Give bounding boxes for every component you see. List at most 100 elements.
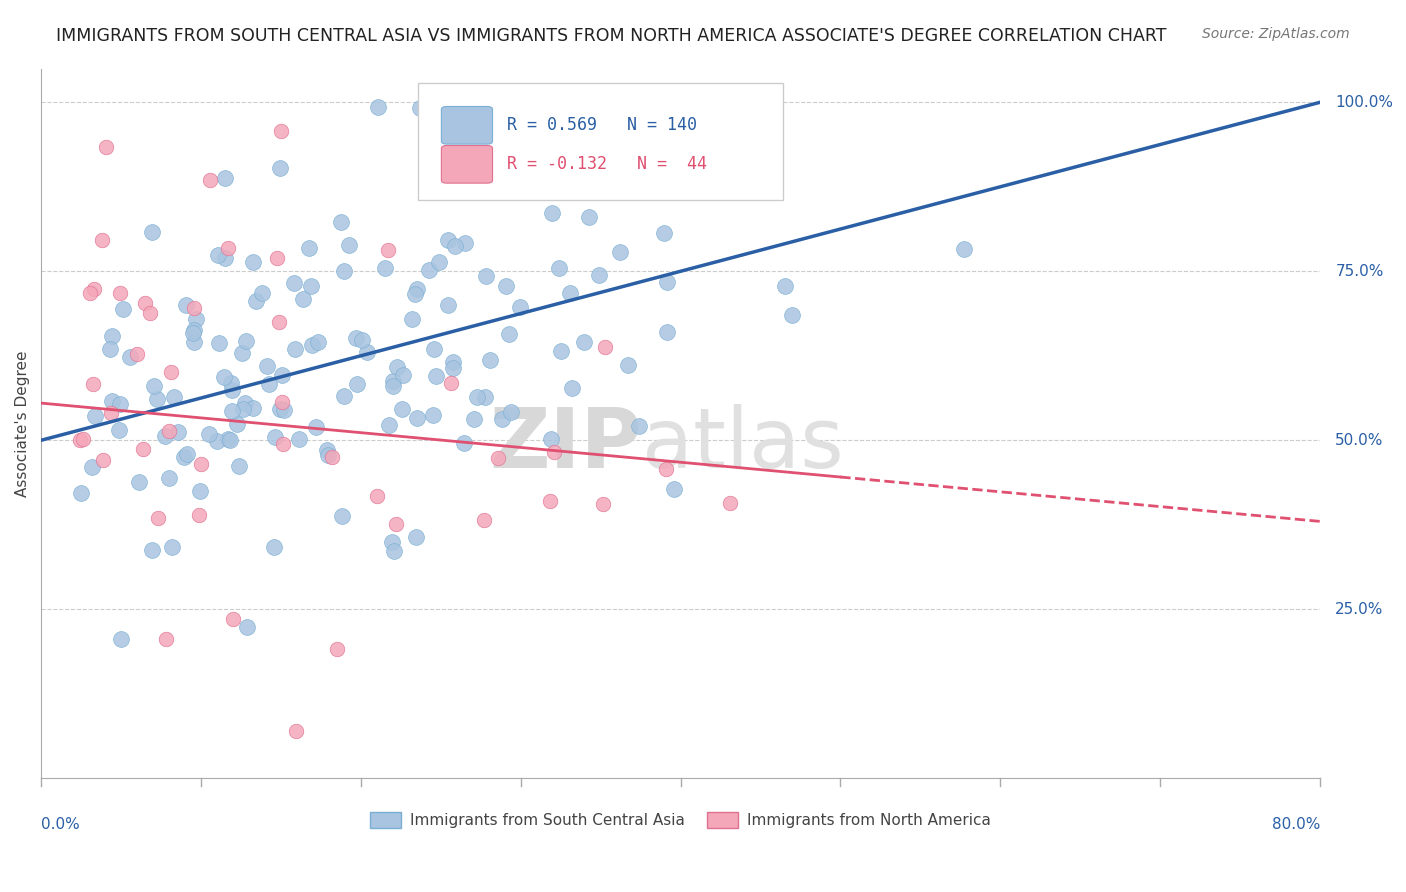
Point	[436, 233, 458, 247]
Point	[441, 355, 464, 369]
Point	[270, 368, 292, 383]
Point	[405, 530, 427, 544]
Point	[205, 434, 228, 448]
Point	[453, 436, 475, 450]
Point	[101, 329, 124, 343]
Point	[118, 350, 141, 364]
Point	[478, 353, 501, 368]
Point	[583, 154, 606, 169]
Point	[392, 368, 415, 382]
Point	[401, 311, 423, 326]
Point	[174, 298, 197, 312]
Point	[465, 390, 488, 404]
Point	[330, 215, 353, 229]
Point	[83, 282, 105, 296]
Point	[72, 433, 94, 447]
Point	[664, 482, 686, 496]
Point	[382, 379, 405, 393]
Point	[146, 511, 169, 525]
Text: 75.0%: 75.0%	[1336, 264, 1384, 279]
Point	[242, 401, 264, 415]
Point	[91, 453, 114, 467]
Point	[486, 450, 509, 465]
Point	[423, 343, 446, 357]
Point	[418, 263, 440, 277]
Point	[381, 534, 404, 549]
Point	[79, 285, 101, 300]
Text: 50.0%: 50.0%	[1336, 433, 1384, 448]
Point	[184, 312, 207, 326]
FancyBboxPatch shape	[419, 83, 783, 200]
Point	[650, 156, 672, 170]
Point	[128, 475, 150, 490]
Point	[256, 359, 278, 373]
Point	[266, 252, 288, 266]
Point	[183, 335, 205, 350]
Point	[475, 269, 498, 284]
Point	[157, 471, 180, 485]
Point	[330, 509, 353, 524]
Point	[316, 443, 339, 458]
Point	[326, 642, 349, 657]
Point	[181, 326, 204, 341]
Point	[333, 264, 356, 278]
Point	[183, 323, 205, 337]
Point	[316, 448, 339, 462]
Point	[98, 342, 121, 356]
Point	[153, 428, 176, 442]
Point	[273, 402, 295, 417]
Text: 100.0%: 100.0%	[1336, 95, 1393, 110]
Point	[382, 544, 405, 558]
Point	[69, 433, 91, 447]
Point	[269, 401, 291, 416]
Point	[225, 417, 247, 432]
Point	[463, 412, 485, 426]
Point	[284, 724, 307, 739]
Point	[155, 632, 177, 646]
Point	[558, 285, 581, 300]
Point	[425, 369, 447, 384]
Point	[112, 301, 135, 316]
Point	[548, 260, 571, 275]
Point	[332, 388, 354, 402]
Point	[157, 424, 180, 438]
Point	[718, 496, 741, 510]
Point	[108, 423, 131, 437]
Point	[264, 430, 287, 444]
Text: 25.0%: 25.0%	[1336, 602, 1384, 616]
Point	[405, 410, 427, 425]
Point	[454, 236, 477, 251]
Point	[373, 260, 395, 275]
Point	[198, 173, 221, 187]
Point	[132, 442, 155, 457]
Point	[595, 340, 617, 354]
Point	[219, 376, 242, 390]
Point	[509, 300, 531, 314]
Point	[221, 383, 243, 397]
Point	[301, 337, 323, 351]
Point	[352, 333, 374, 347]
Point	[283, 342, 305, 356]
Point	[101, 393, 124, 408]
Point	[235, 334, 257, 349]
Point	[384, 516, 406, 531]
Point	[780, 308, 803, 322]
Text: ZIP: ZIP	[489, 404, 643, 485]
Point	[773, 279, 796, 293]
Point	[472, 513, 495, 527]
Point	[232, 402, 254, 417]
Point	[188, 484, 211, 499]
Point	[540, 433, 562, 447]
Point	[82, 460, 104, 475]
Point	[305, 420, 328, 434]
Point	[259, 377, 281, 392]
Point	[495, 278, 517, 293]
Point	[291, 292, 314, 306]
Point	[377, 244, 399, 258]
Text: atlas: atlas	[643, 404, 844, 485]
Point	[366, 489, 388, 503]
Point	[108, 397, 131, 411]
Point	[609, 244, 631, 259]
Text: 0.0%: 0.0%	[41, 817, 80, 832]
Point	[110, 285, 132, 300]
